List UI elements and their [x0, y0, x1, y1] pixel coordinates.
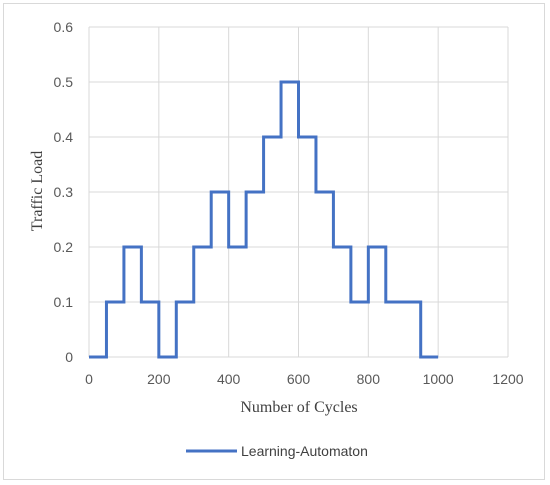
y-axis-title: Traffic Load [29, 151, 46, 231]
x-tick-label: 1000 [423, 371, 454, 387]
x-tick-label: 200 [147, 371, 171, 387]
y-tick-label: 0.5 [54, 74, 74, 90]
legend: Learning-Automaton [186, 443, 368, 459]
x-tick-label: 600 [287, 371, 311, 387]
series-line-learning-automaton [89, 80, 439, 359]
x-tick-labels: 0 200 400 600 800 1000 1200 [85, 371, 524, 387]
y-tick-label: 0.4 [54, 129, 74, 145]
y-tick-label: 0 [65, 349, 73, 365]
y-tick-label: 0.2 [54, 239, 74, 255]
x-tick-label: 0 [85, 371, 93, 387]
y-tick-labels: 0 0.1 0.2 0.3 0.4 0.5 0.6 [54, 19, 74, 365]
x-tick-label: 800 [357, 371, 381, 387]
legend-label: Learning-Automaton [241, 443, 368, 459]
y-tick-label: 0.1 [54, 294, 74, 310]
x-tick-label: 1200 [492, 371, 523, 387]
x-tick-label: 400 [217, 371, 241, 387]
y-tick-label: 0.3 [54, 184, 74, 200]
x-axis-title: Number of Cycles [240, 399, 357, 416]
y-tick-label: 0.6 [54, 19, 74, 35]
